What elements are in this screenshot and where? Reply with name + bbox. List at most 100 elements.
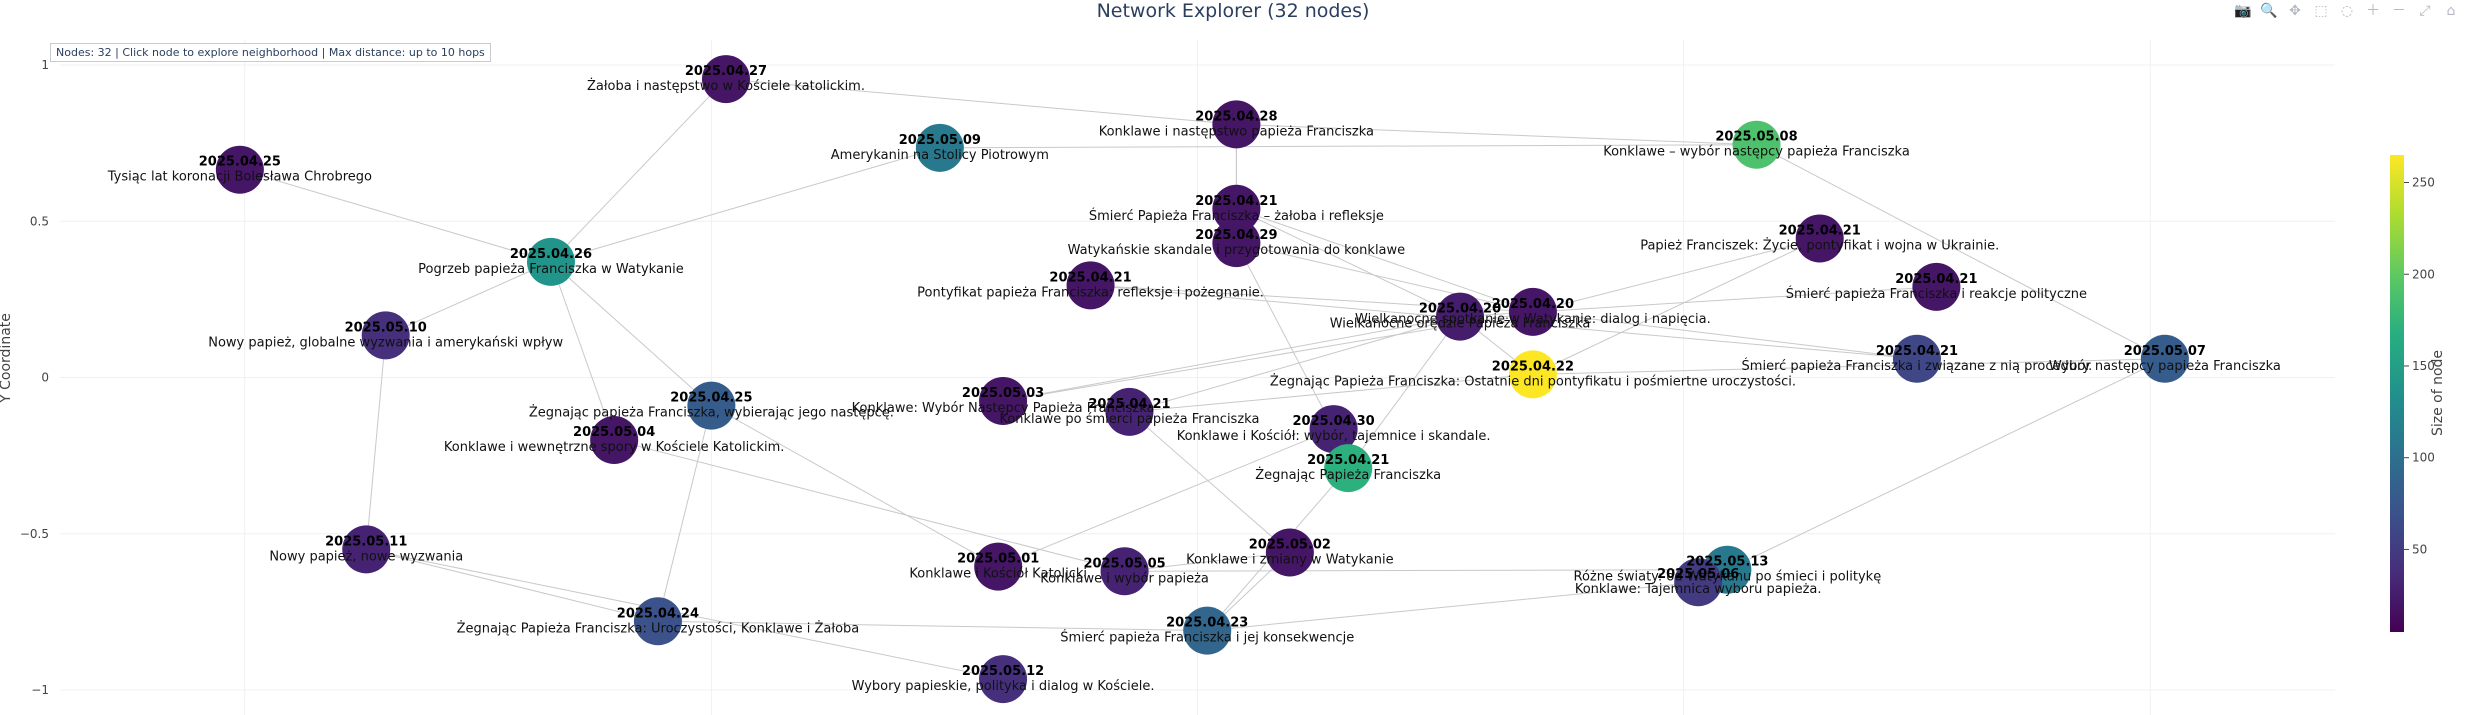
node-title-label: Śmierć papieża Franciszka i reakcje poli… bbox=[1786, 286, 2087, 302]
node-date-label: 2025.05.01 bbox=[957, 552, 1039, 567]
network-node[interactable] bbox=[687, 381, 736, 430]
node-title-label: Konklawe – wybór następcy papieża Franci… bbox=[1603, 145, 1910, 160]
network-node[interactable] bbox=[1183, 606, 1232, 655]
network-edge bbox=[1235, 242, 1335, 430]
network-edge bbox=[1207, 581, 1699, 632]
y-tick-label: 0.5 bbox=[30, 214, 49, 228]
box-select-icon[interactable]: ⬚ bbox=[2314, 3, 2328, 19]
node-date-label: 2025.04.21 bbox=[1779, 223, 1861, 238]
y-tick-label: 1 bbox=[41, 58, 49, 72]
node-title-label: Konklawe i następstwo papieża Franciszka bbox=[1099, 124, 1374, 139]
network-node[interactable] bbox=[1212, 100, 1261, 149]
edge-layer bbox=[239, 78, 2166, 680]
camera-icon[interactable]: 📷 bbox=[2234, 3, 2252, 19]
colorbar bbox=[2390, 155, 2404, 632]
node-title-label: Wielkanocne orędzie Papieża Franciszka bbox=[1330, 317, 1591, 332]
network-node[interactable] bbox=[1100, 547, 1149, 596]
network-edge bbox=[725, 78, 1237, 125]
colorbar-ticks: 50 100 150 200 250 bbox=[2404, 176, 2435, 556]
network-edge bbox=[1124, 569, 1728, 572]
network-node[interactable] bbox=[590, 416, 639, 464]
node-date-label: 2025.04.24 bbox=[617, 606, 699, 621]
node-date-label: 2025.04.20 bbox=[1492, 297, 1574, 312]
node-date-label: 2025.05.08 bbox=[1715, 130, 1797, 145]
pan-icon[interactable]: ✥ bbox=[2289, 3, 2301, 19]
zoom-out-icon[interactable]: － bbox=[2392, 3, 2406, 19]
network-edge bbox=[1347, 316, 1461, 469]
lasso-icon[interactable]: ◌ bbox=[2340, 3, 2354, 19]
network-edge bbox=[998, 428, 1334, 568]
node-date-label: 2025.04.27 bbox=[685, 64, 767, 79]
node-title-label: Konklawe i zmiany w Watykanie bbox=[1186, 553, 1393, 568]
colorbar-tick-label: 50 bbox=[2412, 542, 2427, 556]
network-node[interactable] bbox=[1674, 558, 1723, 607]
network-node[interactable] bbox=[1436, 292, 1484, 341]
network-node[interactable] bbox=[1309, 405, 1358, 454]
autoscale-icon[interactable]: ⤢ bbox=[2419, 3, 2431, 19]
network-edge bbox=[1129, 373, 1533, 413]
network-edge bbox=[614, 439, 1125, 572]
node-title-label: Nowy papież, globalne wyzwania i ameryka… bbox=[208, 335, 563, 350]
network-node[interactable] bbox=[979, 376, 1028, 425]
node-title-label: Nowy papież, nowe wyzwania bbox=[269, 549, 463, 564]
home-icon[interactable]: ⌂ bbox=[2446, 3, 2456, 19]
node-date-label: 2025.05.02 bbox=[1249, 538, 1331, 553]
y-tick-label: −0.5 bbox=[20, 527, 49, 541]
network-node[interactable] bbox=[974, 542, 1023, 591]
colorbar-tick-label: 200 bbox=[2412, 267, 2435, 281]
node-title-label: Konklawe: Tajemnica wyboru papieża. bbox=[1575, 582, 1822, 597]
node-date-label: 2025.04.21 bbox=[1895, 272, 1977, 287]
node-date-label: 2025.04.25 bbox=[199, 155, 281, 170]
network-node[interactable] bbox=[2140, 334, 2189, 383]
network-node[interactable] bbox=[1508, 287, 1557, 336]
network-node[interactable] bbox=[1892, 334, 1941, 383]
node-date-label: 2025.05.10 bbox=[345, 320, 427, 335]
colorbar-title: Size of node bbox=[2430, 350, 2446, 436]
node-title-label: Pogrzeb papieża Franciszka w Watykanie bbox=[418, 262, 684, 277]
node-date-label: 2025.04.21 bbox=[1876, 344, 1958, 359]
node-title-label: Pontyfikat papieża Franciszka: refleksje… bbox=[917, 285, 1264, 300]
network-node[interactable] bbox=[1066, 261, 1115, 310]
node-date-label: 2025.05.09 bbox=[899, 133, 981, 148]
network-node[interactable] bbox=[1265, 528, 1314, 577]
zoom-icon[interactable]: 🔍 bbox=[2260, 3, 2278, 19]
node-title-label: Konklawe i Kościół: wybór, tajemnice i s… bbox=[1177, 429, 1491, 444]
network-edge bbox=[1756, 144, 2166, 360]
node-title-label: Żegnając Papieża Franciszka: Uroczystośc… bbox=[457, 620, 860, 636]
network-edge bbox=[1532, 237, 1820, 313]
node-title-label: Konklawe i wybór papieża bbox=[1040, 571, 1209, 586]
network-edge bbox=[385, 261, 552, 336]
network-node[interactable] bbox=[526, 237, 575, 286]
node-date-label: 2025.05.12 bbox=[962, 664, 1044, 679]
network-node[interactable] bbox=[1105, 387, 1154, 436]
node-date-label: 2025.05.03 bbox=[962, 386, 1044, 401]
network-edge bbox=[1236, 242, 1534, 313]
node-date-label: 2025.04.21 bbox=[1049, 270, 1131, 285]
network-node[interactable] bbox=[915, 123, 964, 172]
node-date-label: 2025.05.05 bbox=[1083, 556, 1165, 571]
network-node[interactable] bbox=[1508, 350, 1557, 399]
network-node[interactable] bbox=[979, 655, 1028, 704]
network-node[interactable] bbox=[1212, 184, 1261, 233]
network-edge bbox=[1129, 411, 1291, 553]
zoom-in-icon[interactable]: ＋ bbox=[2366, 3, 2380, 19]
network-node[interactable] bbox=[215, 145, 264, 194]
network-node[interactable] bbox=[1732, 120, 1781, 169]
network-node[interactable] bbox=[1912, 262, 1961, 311]
network-edge bbox=[1236, 208, 1534, 313]
network-node[interactable] bbox=[1795, 214, 1844, 263]
node-title-label: Konklawe i Kościół Katolicki bbox=[909, 567, 1087, 582]
network-node[interactable] bbox=[361, 311, 410, 360]
network-node[interactable] bbox=[633, 597, 682, 646]
node-date-label: 2025.04.26 bbox=[510, 247, 592, 262]
network-node[interactable] bbox=[1324, 444, 1373, 493]
network-edge bbox=[939, 144, 1757, 149]
network-edge bbox=[1532, 237, 1820, 375]
network-edge bbox=[1129, 316, 1461, 413]
network-node[interactable] bbox=[1212, 219, 1261, 268]
network-node[interactable] bbox=[342, 525, 391, 574]
network-node[interactable] bbox=[701, 55, 750, 104]
node-title-label: Konklawe i wewnętrzne spory w Kościele K… bbox=[444, 440, 784, 455]
node-title-label: Konklawe: Wybór Następcy Papieża Francis… bbox=[852, 401, 1155, 416]
network-edge bbox=[550, 261, 615, 441]
